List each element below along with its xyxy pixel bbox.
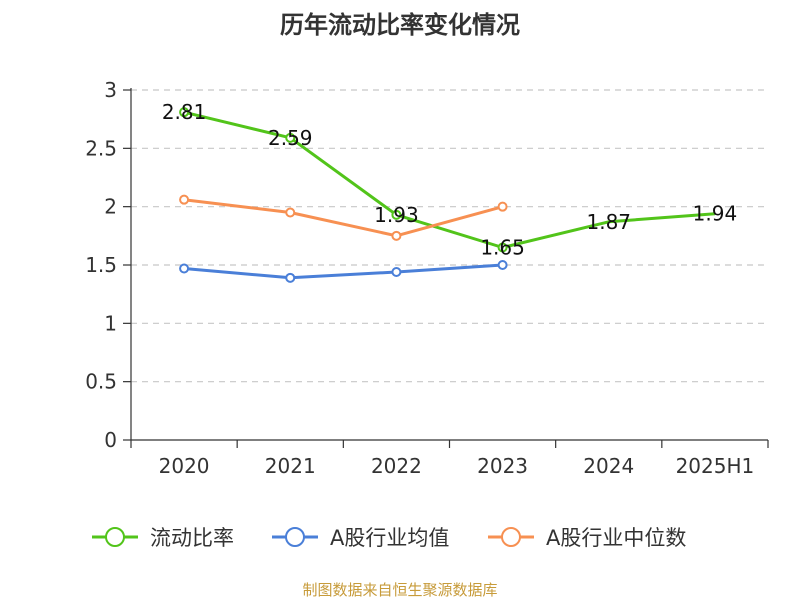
data-point — [497, 260, 508, 270]
data-point — [179, 194, 190, 205]
data-label: 1.94 — [693, 202, 738, 226]
data-point — [391, 230, 402, 241]
y-tick-label: 2 — [104, 195, 117, 219]
y-tick-label: 0.5 — [85, 370, 117, 394]
y-tick-label: 1.5 — [85, 253, 117, 277]
data-label: 2.81 — [162, 100, 207, 124]
data-label: 1.87 — [586, 210, 631, 234]
legend-label: A股行业中位数 — [546, 526, 686, 550]
series-line-0 — [183, 110, 716, 249]
data-point — [497, 201, 508, 212]
legend-marker — [285, 527, 305, 547]
x-tick-label: 2023 — [477, 454, 528, 478]
legend-label: A股行业均值 — [330, 526, 449, 550]
data-point — [285, 132, 296, 143]
legend: 流动比率 A股行业均值 A股行业中位数 — [92, 526, 686, 550]
data-labels: 2.81 2.59 1.93 1.65 1.87 1.94 — [162, 100, 737, 259]
legend-marker — [501, 527, 521, 547]
data-point — [391, 267, 402, 277]
gridlines — [131, 89, 768, 383]
source-note: 制图数据来自恒生聚源数据库 — [302, 581, 497, 599]
legend-item: 流动比率 — [92, 526, 234, 550]
series-lines — [179, 107, 716, 283]
y-tick-label: 1 — [104, 311, 117, 335]
data-point — [497, 242, 508, 253]
series-line-2 — [183, 198, 503, 238]
data-point — [285, 272, 296, 283]
legend-label: 流动比率 — [150, 526, 234, 550]
legend-item: A股行业中位数 — [488, 526, 686, 550]
series-line-1 — [183, 263, 503, 280]
data-point — [179, 263, 190, 274]
data-label: 2.59 — [268, 126, 313, 150]
x-tick-label: 2024 — [583, 454, 634, 478]
y-tick-label: 3 — [104, 78, 117, 102]
data-label: 1.65 — [480, 236, 525, 260]
y-tick-label: 0 — [104, 428, 117, 452]
data-point — [391, 209, 402, 220]
legend-item: A股行业均值 — [272, 526, 449, 550]
data-point — [179, 107, 190, 118]
chart-title: 历年流动比率变化情况 — [280, 11, 520, 39]
data-label: 1.93 — [374, 203, 419, 227]
x-tick-label: 2025H1 — [676, 454, 755, 478]
axes: 0 0.5 1 1.5 2 2.5 3 2020 2021 2022 2023 2024 2025H1 — [85, 78, 769, 478]
x-tick-label: 2021 — [265, 454, 316, 478]
data-point — [285, 207, 296, 218]
y-tick-label: 2.5 — [85, 136, 117, 160]
x-tick-label: 2022 — [371, 454, 422, 478]
x-tick-label: 2020 — [159, 454, 210, 478]
legend-marker — [105, 527, 125, 547]
